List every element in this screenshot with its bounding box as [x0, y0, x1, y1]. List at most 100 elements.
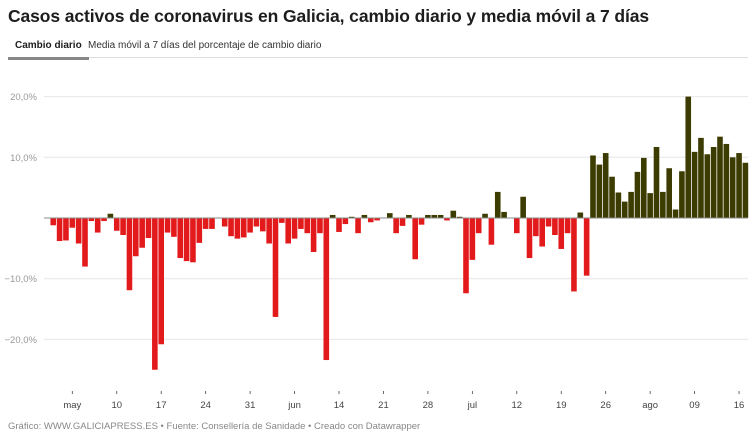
bar-08-09	[691, 151, 698, 218]
bar-05-03	[69, 218, 76, 228]
bar-06-29	[431, 214, 438, 218]
bar-08-05	[666, 168, 672, 218]
bar-07-27	[609, 176, 615, 218]
bar-05-09	[107, 213, 114, 218]
bar-05-07	[94, 218, 101, 233]
bar-05-21	[183, 218, 190, 262]
bar-05-13	[133, 218, 139, 257]
x-tick-label: 10	[111, 400, 122, 411]
bar-05-27	[221, 218, 228, 227]
x-tick-label: 28	[423, 400, 434, 411]
bar-06-02	[260, 218, 266, 232]
bar-05-18	[164, 218, 171, 233]
bar-06-23	[393, 218, 399, 234]
bar-05-16	[152, 218, 158, 370]
x-tick-label: 09	[689, 400, 700, 411]
x-tick-label: 12	[512, 400, 523, 411]
bar-06-20	[374, 218, 380, 221]
bar-07-25	[596, 164, 603, 218]
x-tick-label: 16	[734, 400, 745, 411]
bar-07-18	[552, 218, 558, 235]
bar-05-15	[145, 218, 152, 239]
x-tick-label: 19	[556, 400, 567, 411]
bar-06-15	[342, 218, 349, 225]
bar-08-15	[729, 157, 736, 218]
bar-06-27	[418, 218, 425, 225]
bar-08-01	[641, 157, 647, 218]
bar-08-08	[685, 96, 692, 218]
bar-05-02	[63, 218, 69, 241]
bar-05-30	[240, 218, 247, 238]
bar-07-28	[615, 192, 622, 218]
bar-05-19	[171, 218, 177, 237]
bar-06-19	[367, 218, 374, 223]
bar-05-11	[120, 218, 126, 235]
bar-06-08	[298, 218, 304, 229]
bar-07-10	[501, 211, 507, 218]
grid-lines: 20,0% 10,0% −10,0% −20,0%	[5, 92, 748, 346]
x-axis: may 10 17 24 31 jun 14 21 28 jul 12 19 26 ago 09 16	[44, 217, 748, 411]
bar-06-16	[348, 216, 355, 218]
bar-08-11	[704, 154, 711, 218]
bar-07-08	[488, 218, 495, 245]
x-tick-label: jul	[467, 400, 478, 411]
bar-07-17	[545, 218, 552, 227]
bar-08-12	[710, 146, 717, 218]
y-tick-label: −10,0%	[5, 274, 38, 285]
x-tick-label: may	[63, 400, 81, 411]
bar-07-13	[520, 196, 526, 218]
bar-07-30	[628, 191, 634, 218]
bar-06-01	[253, 218, 260, 227]
chart-title: Casos activos de coronavirus en Galicia,…	[8, 6, 650, 26]
bar-07-21	[571, 218, 577, 292]
bar-06-18	[361, 214, 368, 218]
bar-06-04	[272, 218, 279, 317]
x-tick-label: 14	[334, 400, 345, 411]
bar-chart: 20,0% 10,0% −10,0% −20,0% may 10 17 24 31 jun 14 2…	[5, 92, 749, 411]
bar-06-05	[279, 218, 285, 223]
y-tick-label: 20,0%	[10, 92, 37, 103]
bar-05-29	[234, 218, 241, 239]
bar-08-07	[679, 171, 685, 218]
bar-07-14	[526, 218, 533, 259]
bar-08-04	[660, 191, 666, 218]
bar-07-05	[469, 218, 476, 260]
bar-07-22	[577, 212, 584, 218]
x-tick-label: ago	[642, 400, 658, 411]
bar-05-06	[88, 218, 95, 222]
x-tick-label: 31	[245, 400, 256, 411]
bar-06-25	[406, 214, 412, 218]
bar-07-06	[475, 218, 482, 234]
bar-08-16	[736, 153, 742, 218]
bar-07-12	[514, 218, 520, 234]
footer-credits: Gráfico: WWW.GALICIAPRESS.ES • Fuente: C…	[8, 421, 421, 432]
bar-07-04	[463, 218, 469, 294]
tab-cambio-diario[interactable]: Cambio diario	[8, 40, 89, 60]
bar-07-03	[456, 216, 463, 218]
bar-07-02	[450, 210, 457, 218]
x-tick-label: 17	[156, 400, 167, 411]
bar-07-23	[583, 218, 590, 276]
bar-05-08	[101, 218, 107, 222]
bar-05-31	[247, 218, 253, 233]
bar-06-26	[412, 218, 418, 260]
y-tick-label: −20,0%	[5, 335, 38, 346]
bar-06-03	[266, 218, 272, 244]
bar-08-10	[698, 137, 704, 218]
bar-05-04	[75, 218, 82, 244]
bar-08-13	[717, 136, 723, 218]
x-tick-label: 26	[600, 400, 611, 411]
tab-media-movil[interactable]: Media móvil a 7 días del porcentaje de c…	[88, 40, 322, 51]
bar-07-26	[602, 153, 609, 218]
bar-05-23	[196, 218, 203, 243]
bar-05-12	[126, 218, 133, 291]
bar-07-29	[621, 201, 628, 218]
bar-06-13	[329, 214, 336, 218]
bar-07-24	[590, 155, 596, 218]
bar-05-10	[113, 218, 120, 231]
bar-05-05	[82, 218, 88, 267]
bar-08-17	[742, 162, 749, 218]
bar-06-28	[425, 214, 431, 218]
bar-05-25	[209, 218, 215, 229]
bar-05-01	[56, 218, 63, 242]
